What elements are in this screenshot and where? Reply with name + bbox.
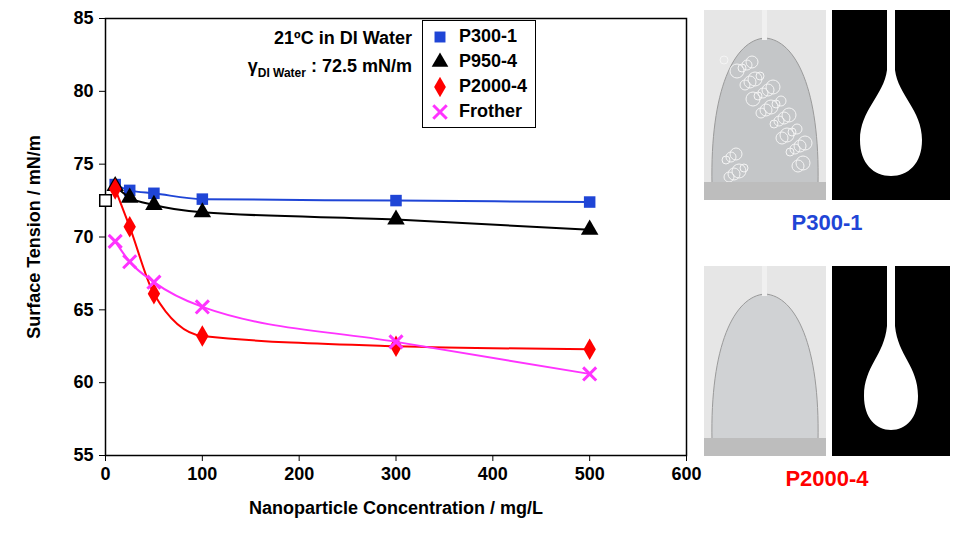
svg-text:70: 70 xyxy=(73,227,93,247)
svg-text:55: 55 xyxy=(73,445,93,465)
svg-text:0: 0 xyxy=(100,464,110,484)
svg-text:Surface Tension / mN/m: Surface Tension / mN/m xyxy=(24,135,44,339)
svg-text:500: 500 xyxy=(575,464,605,484)
html-text:P950-4: P950-4 xyxy=(459,51,517,71)
svg-text:300: 300 xyxy=(381,464,411,484)
html-text:P2000-4: P2000-4 xyxy=(785,466,869,491)
html-text:γDI Water: 72.5 mN/m: γDI Water: 72.5 mN/m xyxy=(247,56,412,80)
svg-text:75: 75 xyxy=(73,154,93,174)
svg-text:65: 65 xyxy=(73,300,93,320)
svg-text:60: 60 xyxy=(73,372,93,392)
html-text:P2000-4: P2000-4 xyxy=(459,76,528,96)
html-text:P300-1: P300-1 xyxy=(791,210,863,235)
svg-text:85: 85 xyxy=(73,8,93,28)
html-text:P300-1: P300-1 xyxy=(459,26,517,46)
html-text:21ºC in DI Water: 21ºC in DI Water xyxy=(274,28,412,48)
svg-text:Nanoparticle Concentration / m: Nanoparticle Concentration / mg/L xyxy=(249,498,543,518)
svg-text:400: 400 xyxy=(478,464,508,484)
svg-text:100: 100 xyxy=(187,464,217,484)
svg-text:600: 600 xyxy=(671,464,701,484)
html-text:Frother: Frother xyxy=(459,101,522,121)
svg-text:200: 200 xyxy=(284,464,314,484)
svg-text:80: 80 xyxy=(73,81,93,101)
